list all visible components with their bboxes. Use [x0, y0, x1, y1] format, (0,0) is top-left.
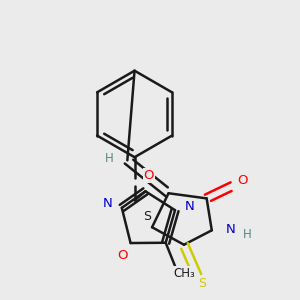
Text: S: S: [143, 210, 151, 224]
Text: H: H: [104, 152, 113, 165]
Text: O: O: [144, 169, 154, 182]
Text: O: O: [237, 174, 248, 188]
Text: CH₃: CH₃: [173, 267, 195, 280]
Text: H: H: [242, 228, 251, 241]
Text: N: N: [103, 197, 112, 210]
Text: O: O: [117, 249, 128, 262]
Text: S: S: [199, 278, 206, 290]
Text: N: N: [225, 223, 235, 236]
Text: N: N: [184, 200, 194, 212]
